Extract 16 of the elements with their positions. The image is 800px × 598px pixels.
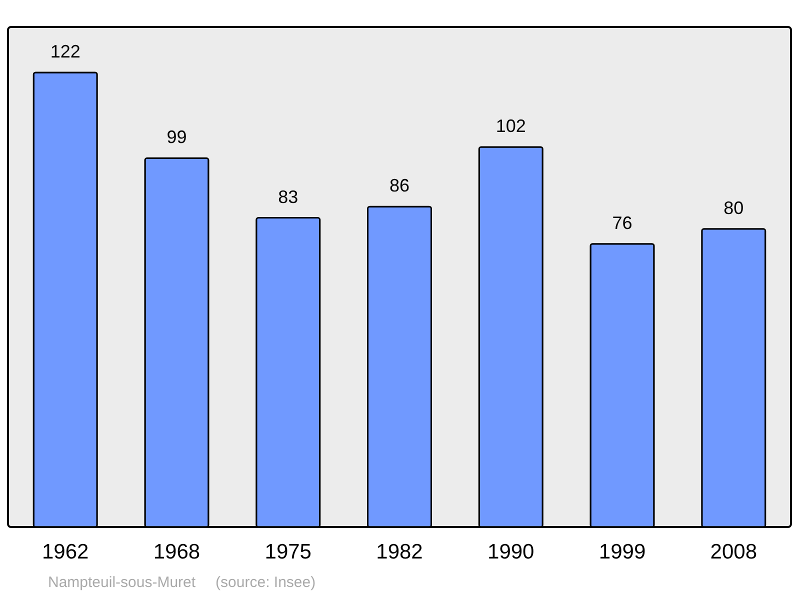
x-tick-label: 1962 <box>42 540 89 564</box>
data-label: 86 <box>389 176 410 196</box>
x-tick-label: 2008 <box>710 540 757 564</box>
x-tick-label: 1999 <box>598 540 646 564</box>
data-label: 99 <box>166 127 187 148</box>
data-label: 80 <box>724 198 744 218</box>
data-label: 122 <box>50 41 80 62</box>
x-tick-label: 1968 <box>153 540 200 564</box>
data-label: 83 <box>278 186 298 207</box>
text: Nampteuil-sous-Muret <box>48 574 196 591</box>
data-label: 102 <box>496 116 526 136</box>
data-label: 76 <box>612 212 632 233</box>
x-tick-label: 1982 <box>376 540 423 564</box>
x-tick-label: 1990 <box>488 540 534 564</box>
text: (source: Insee) <box>216 574 316 591</box>
x-tick-label: 1975 <box>264 540 312 564</box>
